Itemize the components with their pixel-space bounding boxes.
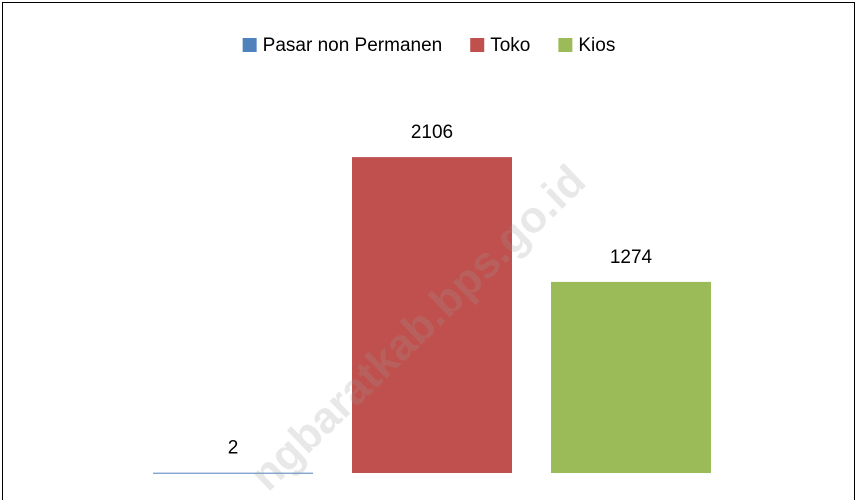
- data-label: 1274: [610, 247, 653, 268]
- bar: [352, 157, 512, 473]
- plot-area: 2 2106 1274: [153, 122, 711, 474]
- legend-item: Toko: [470, 35, 530, 56]
- legend-swatch: [558, 38, 573, 52]
- legend-label: Kios: [578, 35, 615, 56]
- bar: [153, 472, 313, 474]
- data-label: 2: [228, 438, 239, 459]
- legend-label: Toko: [490, 35, 530, 56]
- bar: [551, 281, 711, 473]
- legend-swatch: [470, 38, 485, 52]
- legend-item: Pasar non Permanen: [242, 35, 443, 56]
- legend-item: Kios: [558, 35, 615, 56]
- legend: Pasar non Permanen Toko Kios: [242, 35, 615, 56]
- data-label: 2106: [411, 122, 453, 143]
- legend-swatch: [242, 38, 257, 52]
- legend-label: Pasar non Permanen: [263, 35, 443, 56]
